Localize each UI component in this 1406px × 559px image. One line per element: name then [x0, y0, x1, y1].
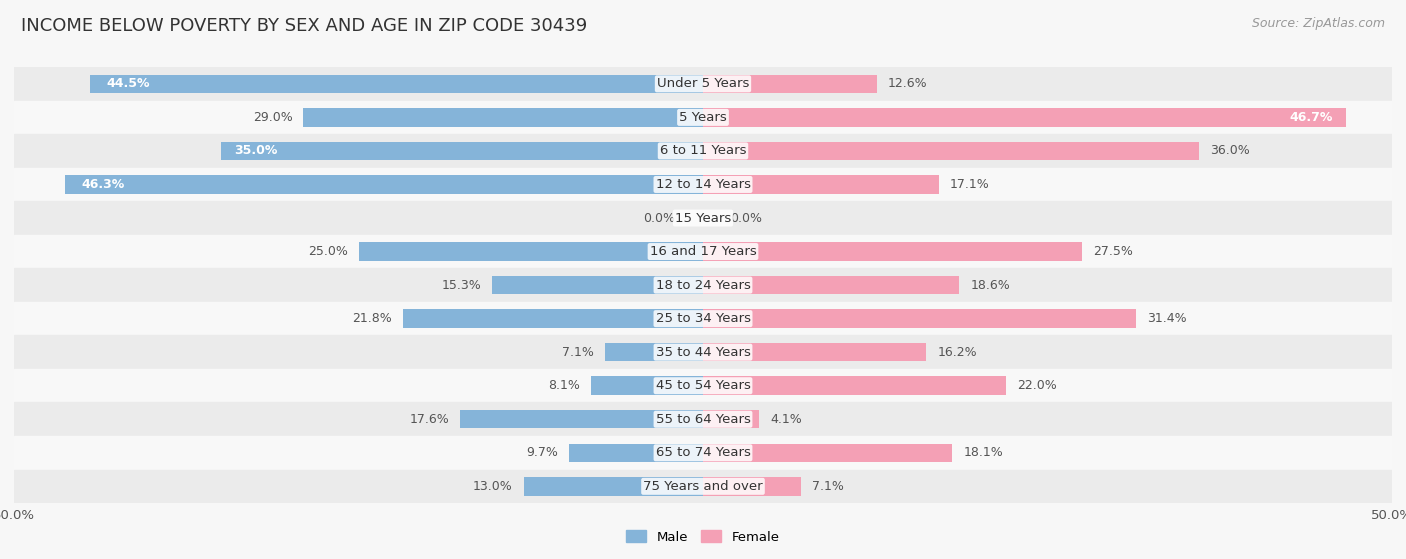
Bar	[90, 74, 703, 93]
Text: 8.1%: 8.1%	[548, 379, 581, 392]
Bar	[65, 175, 703, 193]
Bar	[703, 175, 939, 193]
Bar	[605, 343, 703, 362]
Bar	[703, 243, 1083, 260]
Bar	[14, 436, 1392, 470]
Text: 15.3%: 15.3%	[441, 278, 481, 292]
Bar	[703, 377, 1007, 395]
Bar	[703, 444, 952, 462]
Text: 55 to 64 Years: 55 to 64 Years	[655, 413, 751, 426]
Bar	[14, 402, 1392, 436]
Text: 75 Years and over: 75 Years and over	[643, 480, 763, 493]
Text: 6 to 11 Years: 6 to 11 Years	[659, 144, 747, 158]
Text: 29.0%: 29.0%	[253, 111, 292, 124]
Bar	[703, 410, 759, 429]
Text: 35 to 44 Years: 35 to 44 Years	[655, 345, 751, 359]
Text: INCOME BELOW POVERTY BY SEX AND AGE IN ZIP CODE 30439: INCOME BELOW POVERTY BY SEX AND AGE IN Z…	[21, 17, 588, 35]
Text: 4.1%: 4.1%	[770, 413, 803, 426]
Text: 0.0%: 0.0%	[644, 211, 675, 225]
Text: 5 Years: 5 Years	[679, 111, 727, 124]
Text: 35.0%: 35.0%	[235, 144, 278, 158]
Text: 18 to 24 Years: 18 to 24 Years	[655, 278, 751, 292]
Bar	[703, 310, 1136, 328]
Bar	[14, 134, 1392, 168]
Bar	[14, 302, 1392, 335]
Bar	[14, 268, 1392, 302]
Bar	[703, 477, 801, 496]
Text: 16.2%: 16.2%	[938, 345, 977, 359]
Text: Under 5 Years: Under 5 Years	[657, 77, 749, 91]
Text: 18.6%: 18.6%	[970, 278, 1010, 292]
Bar	[703, 142, 1199, 160]
Legend: Male, Female: Male, Female	[621, 525, 785, 549]
Bar	[14, 67, 1392, 101]
Text: 36.0%: 36.0%	[1211, 144, 1250, 158]
Text: 12.6%: 12.6%	[887, 77, 928, 91]
Text: 25.0%: 25.0%	[308, 245, 347, 258]
Bar	[703, 343, 927, 362]
Text: 12 to 14 Years: 12 to 14 Years	[655, 178, 751, 191]
Bar	[402, 310, 703, 328]
Text: 7.1%: 7.1%	[562, 345, 595, 359]
Text: 21.8%: 21.8%	[352, 312, 392, 325]
Text: 13.0%: 13.0%	[472, 480, 513, 493]
Bar	[14, 235, 1392, 268]
Text: 17.1%: 17.1%	[949, 178, 990, 191]
Bar	[304, 108, 703, 126]
Text: 22.0%: 22.0%	[1017, 379, 1057, 392]
Bar	[14, 101, 1392, 134]
Bar	[14, 335, 1392, 369]
Text: 46.7%: 46.7%	[1289, 111, 1333, 124]
Bar	[14, 470, 1392, 503]
Text: 7.1%: 7.1%	[811, 480, 844, 493]
Bar	[14, 168, 1392, 201]
Text: 17.6%: 17.6%	[409, 413, 450, 426]
Text: 18.1%: 18.1%	[963, 446, 1002, 459]
Text: Source: ZipAtlas.com: Source: ZipAtlas.com	[1251, 17, 1385, 30]
Bar	[524, 477, 703, 496]
Text: 31.4%: 31.4%	[1147, 312, 1187, 325]
Bar	[461, 410, 703, 429]
Text: 27.5%: 27.5%	[1092, 245, 1133, 258]
Bar	[14, 369, 1392, 402]
Bar	[359, 243, 703, 260]
Bar	[14, 201, 1392, 235]
Text: 46.3%: 46.3%	[82, 178, 125, 191]
Text: 25 to 34 Years: 25 to 34 Years	[655, 312, 751, 325]
Text: 15 Years: 15 Years	[675, 211, 731, 225]
Bar	[221, 142, 703, 160]
Bar	[592, 377, 703, 395]
Bar	[703, 276, 959, 294]
Text: 65 to 74 Years: 65 to 74 Years	[655, 446, 751, 459]
Text: 16 and 17 Years: 16 and 17 Years	[650, 245, 756, 258]
Bar	[492, 276, 703, 294]
Text: 45 to 54 Years: 45 to 54 Years	[655, 379, 751, 392]
Bar	[703, 108, 1347, 126]
Text: 44.5%: 44.5%	[107, 77, 150, 91]
Bar	[703, 74, 876, 93]
Text: 0.0%: 0.0%	[731, 211, 762, 225]
Bar	[569, 444, 703, 462]
Text: 9.7%: 9.7%	[526, 446, 558, 459]
